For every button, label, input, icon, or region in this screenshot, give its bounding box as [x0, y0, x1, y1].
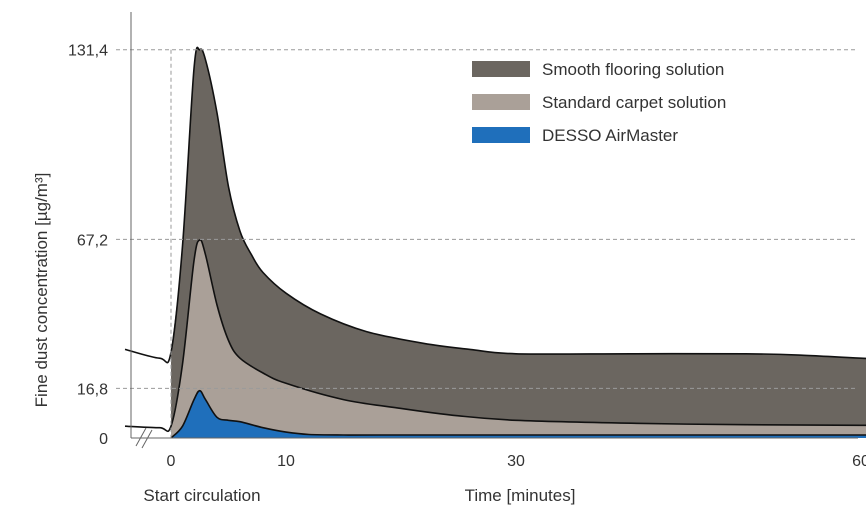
line-standard-carpet-solution: [124, 239, 866, 433]
y-tick-label: 0: [99, 431, 108, 448]
axes: [130, 12, 858, 449]
legend-swatch: [472, 127, 530, 143]
legend-swatch: [472, 61, 530, 77]
legend-label: DESSO AirMaster: [542, 126, 678, 145]
area-smooth-flooring-solution: [171, 47, 866, 438]
x-axis-title: Time [minutes]: [465, 486, 576, 505]
line-smooth-flooring-solution: [124, 46, 866, 364]
area-desso-airmaster: [171, 390, 866, 438]
x-tick-label: 10: [277, 453, 295, 470]
x-tick-label: 0: [167, 453, 176, 470]
area-standard-carpet-solution: [171, 239, 866, 438]
tick-labels: 131,4 67,2 16,8 0 0 10 30 60: [68, 43, 866, 470]
legend-label: Standard carpet solution: [542, 93, 726, 112]
y-axis-title: Fine dust concentration [µg/m³]: [32, 173, 51, 408]
series-areas: [124, 46, 866, 439]
line-desso-airmaster: [170, 389, 866, 439]
y-tick-label: 16,8: [77, 381, 108, 398]
reference-lines: [116, 49, 858, 438]
legend-swatch: [472, 94, 530, 110]
x-tick-label: 60: [852, 453, 866, 470]
x-tick-label: 30: [507, 453, 525, 470]
start-circulation-label: Start circulation: [143, 486, 260, 505]
legend-label: Smooth flooring solution: [542, 60, 724, 79]
y-tick-label: 67,2: [77, 232, 108, 249]
axis-break-icon: [135, 427, 153, 449]
legend: Smooth flooring solution Standard carpet …: [472, 60, 726, 145]
y-tick-label: 131,4: [68, 43, 108, 60]
